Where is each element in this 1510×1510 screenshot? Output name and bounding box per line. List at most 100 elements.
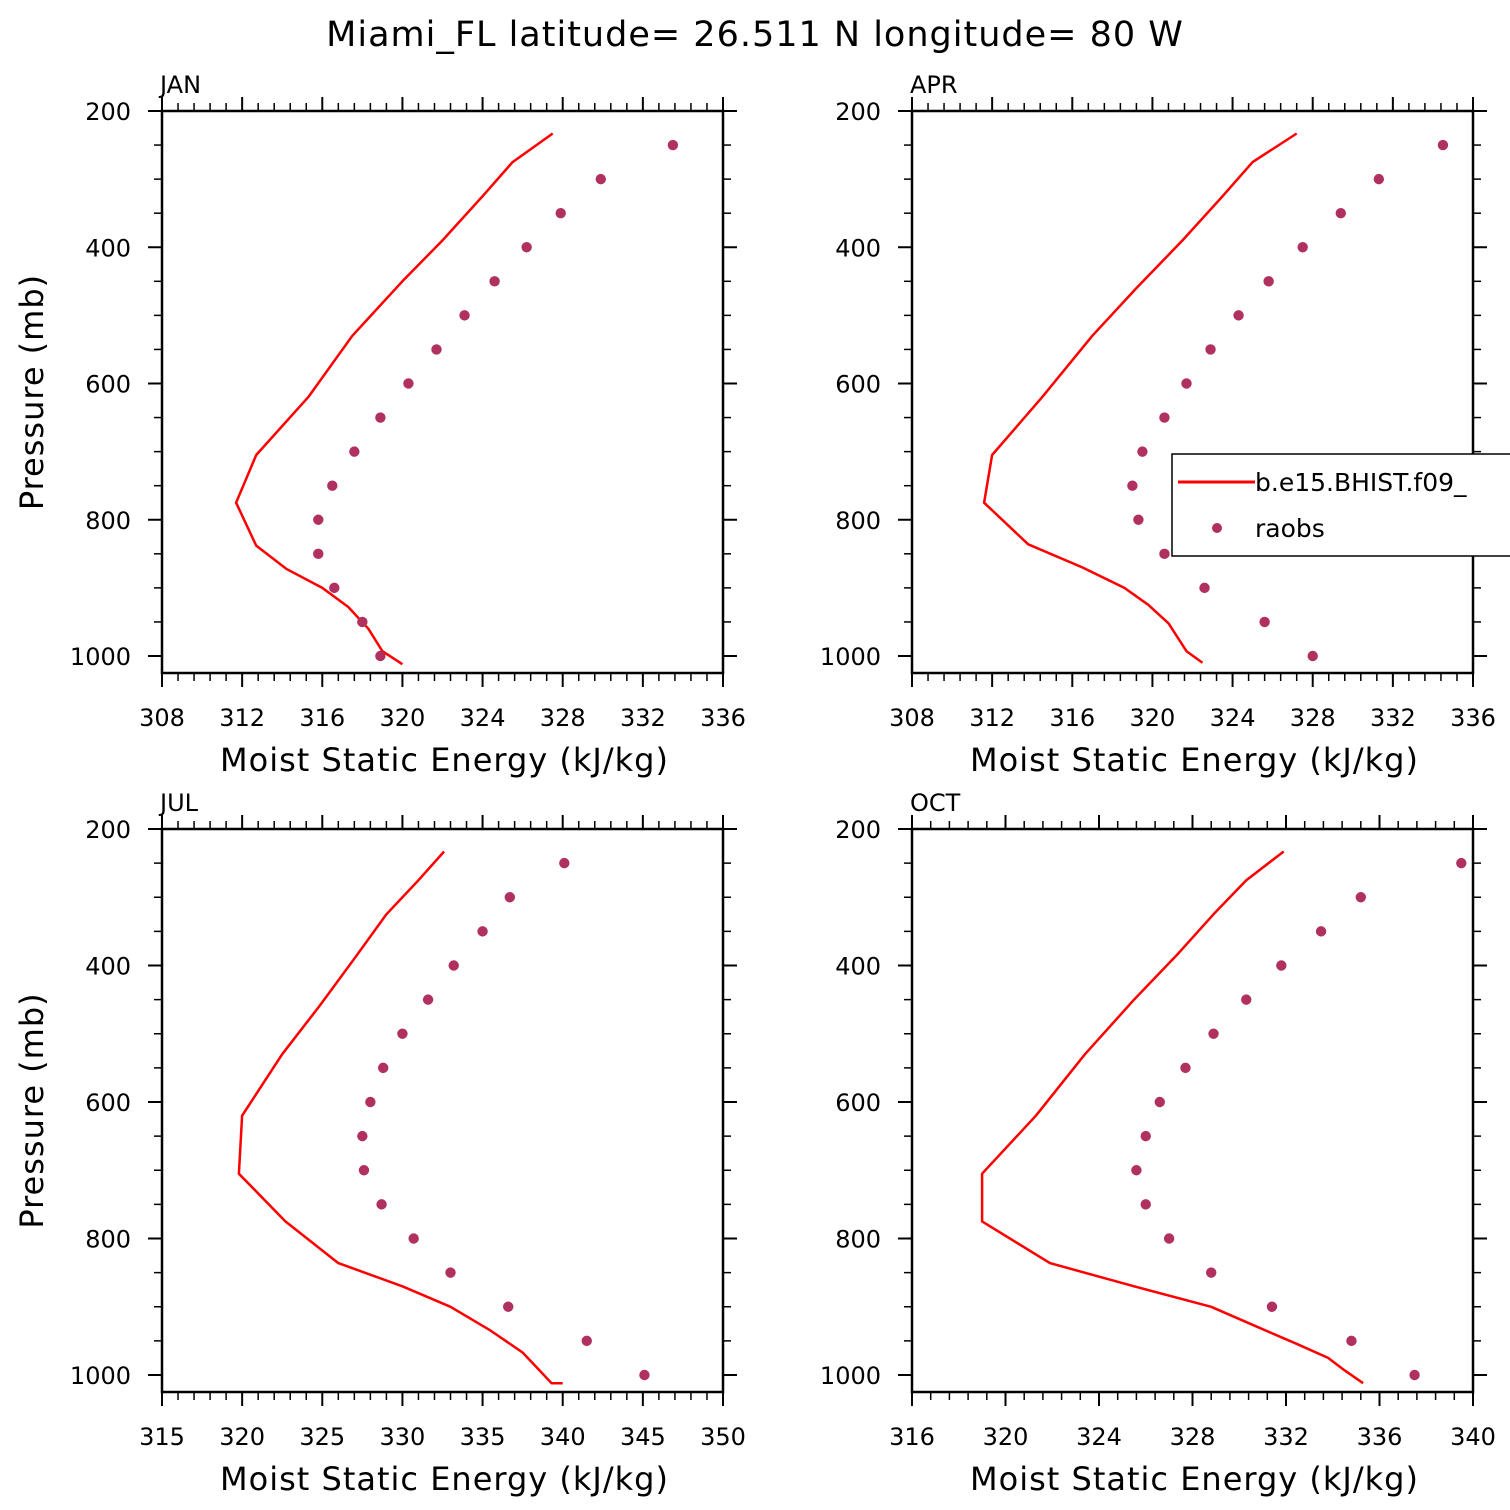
x-tick-label: 332 [1263, 1423, 1309, 1451]
obs-point [559, 857, 570, 869]
obs-point [459, 310, 470, 321]
panel-label: JAN [158, 71, 201, 99]
x-tick-label: 316 [889, 1423, 935, 1451]
obs-point [581, 1335, 592, 1347]
obs-point [1297, 242, 1308, 253]
obs-point [1127, 480, 1138, 491]
y-axis-title: Pressure (mb) [13, 992, 51, 1228]
y-axis-title: Pressure (mb) [13, 274, 51, 510]
x-tick-label: 332 [620, 704, 666, 732]
x-tick-label: 336 [700, 704, 746, 732]
x-axis-title: Moist Static Energy (kJ/kg) [970, 741, 1419, 779]
obs-point [357, 616, 368, 628]
obs-point [349, 446, 360, 457]
obs-point [1241, 994, 1252, 1005]
obs-point [327, 480, 338, 491]
obs-point [1206, 1267, 1217, 1278]
panel-label: OCT [910, 789, 961, 817]
obs-point [1409, 1369, 1420, 1381]
obs-point [397, 1028, 408, 1039]
y-tick-label: 400 [85, 234, 131, 262]
plot-frame [160, 109, 725, 675]
y-tick-label: 400 [835, 953, 881, 981]
legend-box [1171, 453, 1510, 557]
obs-point [639, 1369, 650, 1381]
x-tick-label: 340 [1450, 1423, 1496, 1451]
x-tick-label: 312 [969, 704, 1015, 732]
obs-point [555, 207, 566, 219]
figure-title: Miami_FL latitude= 26.511 N longitude= 8… [326, 15, 1184, 55]
obs-point [477, 926, 488, 937]
obs-point [1140, 1130, 1151, 1142]
x-tick-label: 320 [380, 704, 426, 732]
obs-point [403, 378, 414, 389]
y-tick-label: 800 [85, 507, 131, 535]
y-tick-label: 800 [85, 1226, 131, 1254]
y-tick-label: 600 [85, 371, 131, 399]
obs-point [521, 242, 532, 253]
obs-point [1373, 173, 1385, 185]
obs-point [1159, 548, 1170, 560]
x-tick-label: 335 [460, 1423, 506, 1451]
obs-point [1335, 207, 1346, 219]
obs-point [358, 1165, 370, 1176]
obs-point [313, 548, 324, 560]
obs-point [1181, 378, 1192, 389]
y-tick-label: 400 [835, 234, 881, 262]
model-line [982, 132, 1298, 664]
x-tick-label: 316 [1049, 704, 1095, 732]
obs-point [376, 1199, 387, 1210]
obs-point [365, 1096, 376, 1108]
obs-point [357, 1130, 368, 1142]
obs-point [329, 582, 340, 594]
y-tick-label: 1000 [820, 1362, 881, 1390]
chart-panel-jul: JUL 315 320 325 330 335 340 345 350 200 400 600 800 1… [13, 789, 746, 1498]
y-tick-label: 200 [85, 98, 131, 126]
x-tick-label: 345 [620, 1423, 666, 1451]
model-line [980, 850, 1364, 1385]
x-tick-label: 308 [889, 704, 935, 732]
x-axis-title: Moist Static Energy (kJ/kg) [220, 1460, 669, 1498]
panel-label: JUL [158, 789, 199, 817]
x-axis-title: Moist Static Energy (kJ/kg) [970, 1460, 1419, 1498]
obs-point [1133, 514, 1144, 525]
obs-point [375, 650, 386, 662]
x-tick-label: 320 [1130, 704, 1176, 732]
obs-point [1199, 582, 1210, 594]
obs-point [377, 1062, 389, 1074]
model-line [237, 850, 563, 1385]
obs-point [1307, 650, 1318, 662]
obs-point [489, 276, 500, 287]
obs-point [408, 1233, 419, 1244]
obs-point [1131, 1165, 1142, 1176]
obs-point [1263, 276, 1274, 287]
obs-point [431, 344, 442, 355]
obs-point [375, 412, 386, 423]
y-tick-label: 1000 [70, 1362, 131, 1390]
y-tick-label: 800 [835, 507, 881, 535]
plot-frame [910, 109, 1475, 675]
x-tick-label: 328 [540, 704, 586, 732]
obs-point [313, 514, 324, 525]
legend-model-label: b.e15.BHIST.f09_ [1255, 468, 1467, 497]
obs-point [504, 892, 516, 903]
obs-point [1205, 344, 1216, 355]
chart-panel-apr: APR 308 312 316 320 324 328 332 336 200 400 600 800 1… [820, 71, 1496, 779]
x-tick-label: 325 [299, 1423, 345, 1451]
obs-point [503, 1301, 514, 1312]
obs-point [1266, 1301, 1278, 1312]
x-tick-label: 324 [1076, 1423, 1122, 1451]
y-tick-label: 200 [835, 98, 881, 126]
obs-point [422, 994, 434, 1005]
y-tick-label: 600 [835, 1089, 881, 1117]
x-tick-label: 336 [1357, 1423, 1403, 1451]
obs-point [1456, 857, 1467, 869]
obs-point [1163, 1233, 1175, 1244]
y-tick-label: 200 [85, 816, 131, 844]
y-tick-label: 800 [835, 1226, 881, 1254]
x-tick-label: 315 [139, 1423, 185, 1451]
x-tick-label: 340 [540, 1423, 586, 1451]
obs-point [1140, 1199, 1151, 1210]
x-tick-label: 332 [1370, 704, 1416, 732]
x-tick-label: 308 [139, 704, 185, 732]
